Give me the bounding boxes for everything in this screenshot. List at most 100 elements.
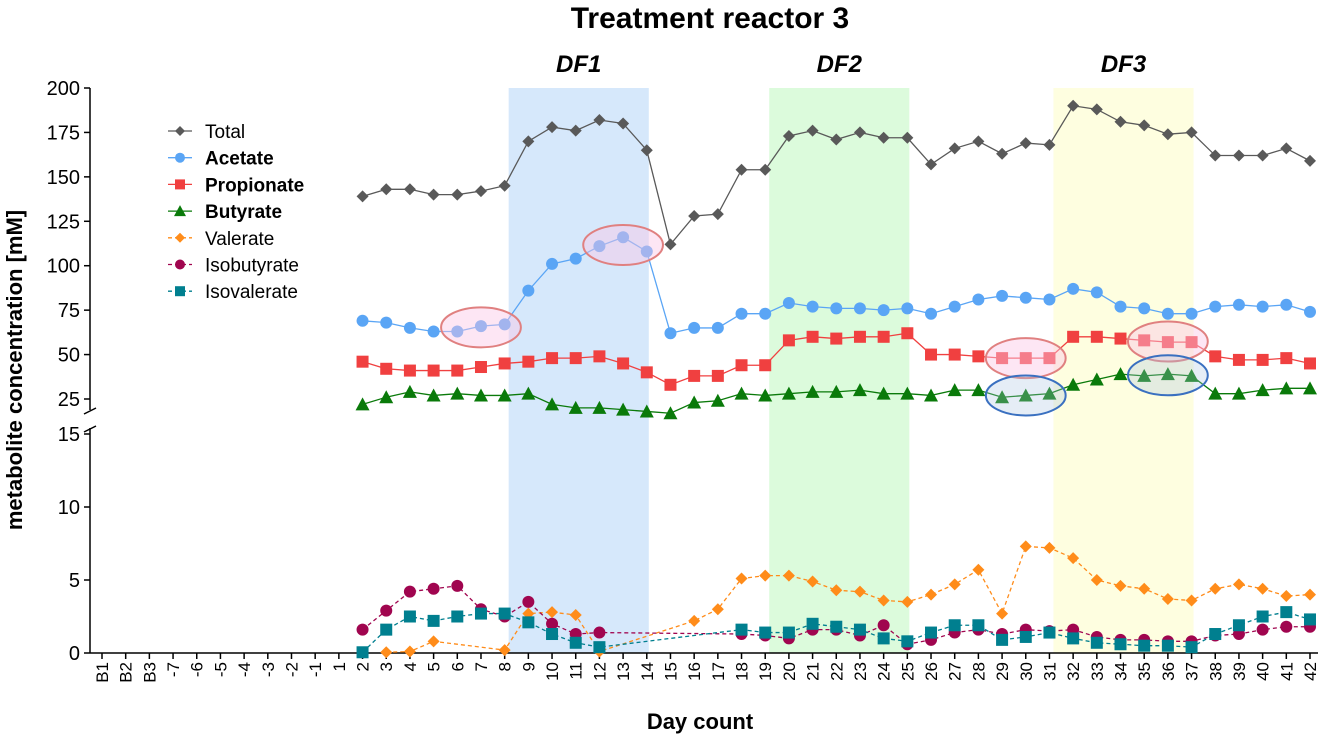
data-point-isovalerate: [593, 641, 606, 654]
data-point-valerate: [1185, 594, 1198, 607]
data-point-propionate: [1280, 352, 1293, 365]
data-point-total: [498, 179, 511, 192]
data-point-isovalerate: [427, 614, 440, 627]
x-tick-label: 33: [1088, 662, 1107, 681]
x-tick-label: B2: [117, 662, 136, 683]
data-point-total: [948, 142, 961, 155]
data-point-valerate: [759, 569, 772, 582]
x-tick-label: 39: [1230, 662, 1249, 681]
y-tick-label: 125: [47, 211, 80, 233]
data-point-total: [925, 158, 938, 171]
data-point-valerate: [996, 607, 1009, 620]
series-isovalerate: [356, 606, 1316, 659]
data-point-total: [522, 135, 535, 148]
data-point-valerate: [711, 603, 724, 616]
legend-marker-circle: [175, 259, 185, 270]
data-point-valerate: [782, 569, 795, 582]
data-point-isovalerate: [474, 607, 487, 620]
data-point-butyrate: [852, 383, 867, 397]
data-point-propionate: [356, 355, 369, 368]
data-point-acetate: [1209, 300, 1222, 313]
data-point-isovalerate: [877, 632, 890, 645]
legend-marker-square: [175, 286, 185, 297]
phase-band-df2: [769, 88, 910, 653]
data-point-butyrate: [1089, 372, 1104, 386]
data-point-isovalerate: [901, 635, 914, 648]
data-point-acetate: [474, 320, 487, 333]
data-point-isovalerate: [925, 626, 938, 639]
phase-band-df1: [508, 88, 649, 653]
data-point-acetate: [1256, 300, 1269, 313]
data-point-propionate: [901, 327, 914, 340]
x-tick-label: 41: [1277, 662, 1296, 681]
data-point-isobutyrate: [356, 623, 369, 636]
data-point-acetate: [1185, 307, 1198, 320]
x-tick-label: 13: [614, 662, 633, 681]
data-point-propionate: [1304, 357, 1316, 370]
data-point-propionate: [1256, 353, 1269, 366]
data-point-butyrate: [971, 383, 986, 397]
x-tick-label: 17: [709, 662, 728, 681]
y-tick-label: 50: [58, 345, 80, 367]
data-point-isovalerate: [1280, 606, 1293, 619]
data-point-acetate: [782, 297, 795, 310]
data-point-isovalerate: [948, 619, 961, 632]
data-point-isovalerate: [1043, 626, 1056, 639]
data-point-total: [782, 129, 795, 142]
x-tick-label: 24: [875, 662, 894, 681]
data-point-total: [474, 185, 487, 198]
data-point-total: [877, 131, 890, 144]
data-point-total: [593, 113, 606, 126]
y-tick-label: 100: [47, 256, 80, 278]
legend-item-propionate: Propionate: [168, 175, 304, 196]
data-point-isovalerate: [546, 628, 559, 641]
data-point-isovalerate: [972, 619, 985, 632]
data-point-isovalerate: [735, 623, 748, 636]
data-point-butyrate: [924, 388, 939, 402]
data-point-acetate: [403, 321, 416, 334]
highlight-ellipse: [1126, 320, 1209, 363]
data-point-total: [901, 131, 914, 144]
series-butyrate: [355, 367, 1317, 420]
data-point-total: [546, 121, 559, 134]
data-point-acetate: [451, 325, 464, 338]
data-point-total: [1256, 149, 1269, 162]
data-point-total: [1067, 99, 1080, 112]
data-point-propionate: [1161, 336, 1174, 349]
y-tick-label: 5: [69, 570, 80, 592]
phase-label-df1: DF1: [556, 51, 601, 78]
highlight-ellipse: [440, 306, 522, 349]
highlight-ellipse: [582, 223, 664, 266]
data-point-acetate: [380, 316, 393, 329]
data-point-butyrate: [1113, 367, 1128, 381]
data-point-total: [1019, 137, 1032, 150]
x-tick-label: 29: [993, 662, 1012, 681]
x-tick-label: 11: [567, 662, 586, 680]
data-point-butyrate: [1184, 368, 1199, 382]
data-point-butyrate: [758, 388, 773, 402]
x-tick-label: 18: [733, 662, 752, 681]
data-point-propionate: [380, 362, 393, 375]
legend-item-acetate: Acetate: [168, 149, 274, 170]
data-point-propionate: [711, 369, 724, 382]
data-point-butyrate: [734, 386, 749, 400]
data-point-valerate: [877, 594, 890, 607]
data-point-isobutyrate: [403, 585, 416, 598]
data-point-propionate: [925, 348, 938, 361]
y-tick-label: 200: [47, 78, 80, 100]
x-tick-label: -1: [306, 662, 325, 677]
data-point-total: [996, 147, 1009, 160]
x-axis-label: Day count: [647, 709, 754, 734]
data-point-butyrate: [710, 393, 725, 407]
data-point-propionate: [640, 366, 653, 379]
data-point-butyrate: [545, 397, 560, 411]
x-tick-label: 32: [1064, 662, 1083, 681]
data-point-isobutyrate: [593, 626, 606, 639]
legend-label: Valerate: [205, 229, 274, 250]
series-acetate: [356, 231, 1316, 340]
legend-marker-square: [175, 179, 185, 190]
data-point-acetate: [1280, 298, 1293, 311]
y-tick-label: 75: [58, 300, 80, 322]
legend-item-isovalerate: Isovalerate: [168, 282, 298, 303]
x-tick-label: 6: [448, 662, 467, 671]
